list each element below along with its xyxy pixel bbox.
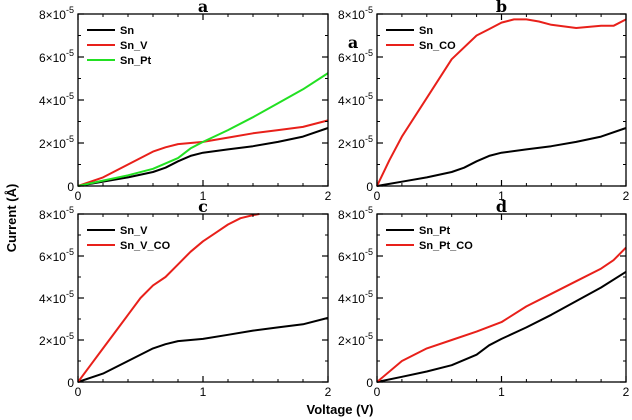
series-line-sn-pt: [77, 72, 329, 187]
y-tick-label: 8×10-5: [338, 205, 373, 222]
x-tick-label: 1: [498, 189, 505, 203]
y-tick-label: 8×10-5: [338, 5, 373, 22]
y-tick-label: 0: [366, 180, 373, 194]
legend-label: Sn_V: [120, 40, 148, 52]
legend-label: Sn_V: [120, 225, 148, 237]
x-axis-label: Voltage (V): [307, 402, 374, 417]
x-tick-label: 1: [200, 189, 207, 203]
x-tick-label: 0: [75, 385, 82, 399]
y-tick-label: 2×10-5: [338, 134, 373, 151]
series-line-sn: [77, 127, 329, 187]
legend-label: Sn_CO: [419, 40, 456, 52]
plot-frame: [376, 213, 627, 383]
y-tick-label: 8×10-5: [39, 205, 74, 222]
y-tick-label: 6×10-5: [39, 247, 74, 264]
legend-label: Sn_Pt_CO: [419, 240, 473, 252]
legend-label: Sn_Pt: [120, 55, 152, 67]
y-tick-label: 2×10-5: [338, 331, 373, 348]
y-tick-label: 6×10-5: [338, 48, 373, 65]
panel-title: d: [496, 197, 507, 216]
x-tick-label: 2: [325, 189, 332, 203]
x-tick-label: 2: [325, 385, 332, 399]
panel-d: 0 1 2 0 2×10-5 4×10-5 6×10-5 8×10-5 d Sn_Pt Sn_Pt_…: [338, 197, 630, 399]
y-tick-label: 2×10-5: [39, 134, 74, 151]
plot-frame: [376, 13, 627, 187]
y-tick-label: 8×10-5: [39, 5, 74, 22]
x-tick-label: 1: [498, 385, 505, 399]
series-line-sn-v: [77, 119, 329, 187]
y-tick-label: 0: [67, 180, 74, 194]
y-tick-label: 4×10-5: [338, 289, 373, 306]
plot-frame: [77, 213, 329, 383]
x-tick-label: 2: [623, 189, 630, 203]
y-axis-label: Current (Å): [4, 184, 19, 253]
series-line-sn-pt-co: [376, 246, 627, 383]
panel-inner-label: a: [348, 33, 358, 52]
legend-label: Sn_Pt: [419, 225, 451, 237]
legend-label: Sn_V_CO: [120, 240, 171, 252]
panel-title: b: [496, 0, 507, 16]
x-tick-label: 2: [623, 385, 630, 399]
y-tick-label: 4×10-5: [39, 289, 74, 306]
panel-c: 0 1 2 0 2×10-5 4×10-5 6×10-5 8×10-5 c Sn_V Sn_V_CO: [39, 197, 332, 399]
y-tick-label: 4×10-5: [338, 91, 373, 108]
series-line-sn-v-co: [77, 213, 260, 383]
x-tick-label: 0: [374, 189, 381, 203]
x-tick-label: 0: [374, 385, 381, 399]
panel-title: a: [198, 0, 208, 16]
y-tick-label: 2×10-5: [39, 331, 74, 348]
series-line-sn-v: [77, 316, 329, 383]
series-line-sn: [376, 127, 627, 187]
x-tick-label: 0: [75, 189, 82, 203]
series-line-sn-pt: [376, 270, 627, 383]
y-tick-label: 6×10-5: [338, 247, 373, 264]
panel-a: 0 1 2 0 2×10-5 4×10-5 6×10-5 8×10-5 a Sn Sn_V Sn_Pt: [39, 0, 332, 203]
y-tick-label: 4×10-5: [39, 91, 74, 108]
panel-title: c: [198, 197, 208, 216]
series-line-sn-co: [376, 18, 627, 187]
y-tick-label: 0: [67, 376, 74, 390]
y-tick-label: 6×10-5: [39, 48, 74, 65]
legend-label: Sn: [120, 25, 134, 37]
y-tick-label: 0: [366, 376, 373, 390]
plot-frame: [77, 13, 329, 187]
x-tick-label: 1: [200, 385, 207, 399]
panel-b: 0 1 2 0 2×10-5 4×10-5 6×10-5 8×10-5 b a Sn Sn_CO: [338, 0, 630, 203]
legend-label: Sn: [419, 25, 433, 37]
